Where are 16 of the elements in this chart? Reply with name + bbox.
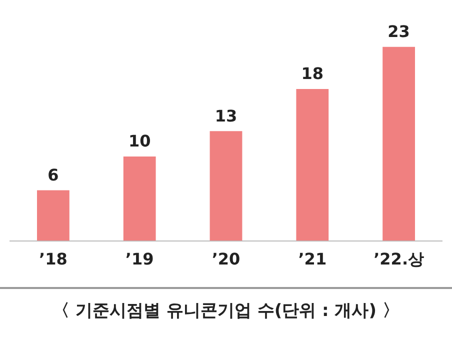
x-tick-label: ’21 (298, 250, 327, 269)
data-label: 10 (128, 132, 151, 151)
x-tick-label: ’22.상 (374, 250, 424, 269)
x-tick-label: ’20 (212, 250, 240, 269)
bar (123, 156, 156, 241)
x-tick-label: ’19 (125, 250, 154, 269)
data-label: 23 (388, 22, 410, 42)
bar (382, 46, 415, 241)
x-tick-label: ’18 (39, 250, 68, 269)
data-label: 6 (48, 165, 59, 184)
text: 〈 기준시점별 유니콘기업 수(단위 : 개사) 〉 (0, 287, 452, 322)
bar (37, 190, 70, 241)
bar (296, 89, 329, 241)
data-label: 18 (301, 64, 324, 84)
bar (210, 131, 242, 241)
data-label: 13 (214, 106, 238, 126)
